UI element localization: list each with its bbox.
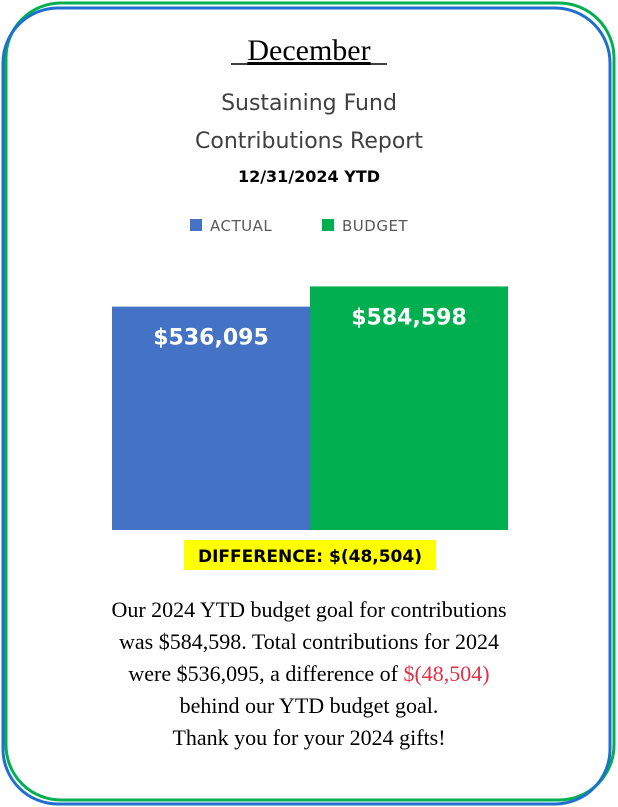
message-line: was $584,598. Total contributions for 20… bbox=[119, 629, 499, 654]
legend-swatch bbox=[190, 219, 202, 231]
annotation-highlight bbox=[184, 540, 436, 570]
message-highlight: $(48,504) bbox=[403, 661, 489, 686]
message: Our 2024 YTD budget goal for contributio… bbox=[111, 597, 506, 750]
chart-subtitle: 12/31/2024 YTD bbox=[238, 167, 380, 186]
month-heading: December bbox=[247, 34, 370, 67]
bar-value-label: $584,598 bbox=[351, 305, 467, 330]
bar-value-label: $536,095 bbox=[153, 326, 269, 351]
legend-label: BUDGET bbox=[342, 217, 408, 235]
card-border-inner bbox=[1, 6, 612, 806]
bar bbox=[112, 306, 310, 530]
chart: ACTUAL BUDGET $536,095 $584,598 DIFFERENCE: … bbox=[112, 217, 508, 570]
message-text: were $536,095, a difference of bbox=[128, 661, 403, 686]
message-line: Thank you for your 2024 gifts! bbox=[172, 725, 445, 750]
legend-swatch bbox=[322, 219, 334, 231]
card-border-outer bbox=[4, 1, 616, 802]
message-line: behind our YTD budget goal. bbox=[180, 693, 439, 718]
message-line: Our 2024 YTD budget goal for contributio… bbox=[111, 597, 506, 622]
chart-title: Sustaining Fund bbox=[221, 91, 397, 116]
annotation: DIFFERENCE: $(48,504) bbox=[198, 547, 422, 567]
bar bbox=[310, 286, 508, 530]
legend-label: ACTUAL bbox=[210, 217, 272, 235]
message-line: were $536,095, a difference of $(48,504) bbox=[128, 661, 489, 686]
chart-title: Contributions Report bbox=[195, 129, 423, 154]
